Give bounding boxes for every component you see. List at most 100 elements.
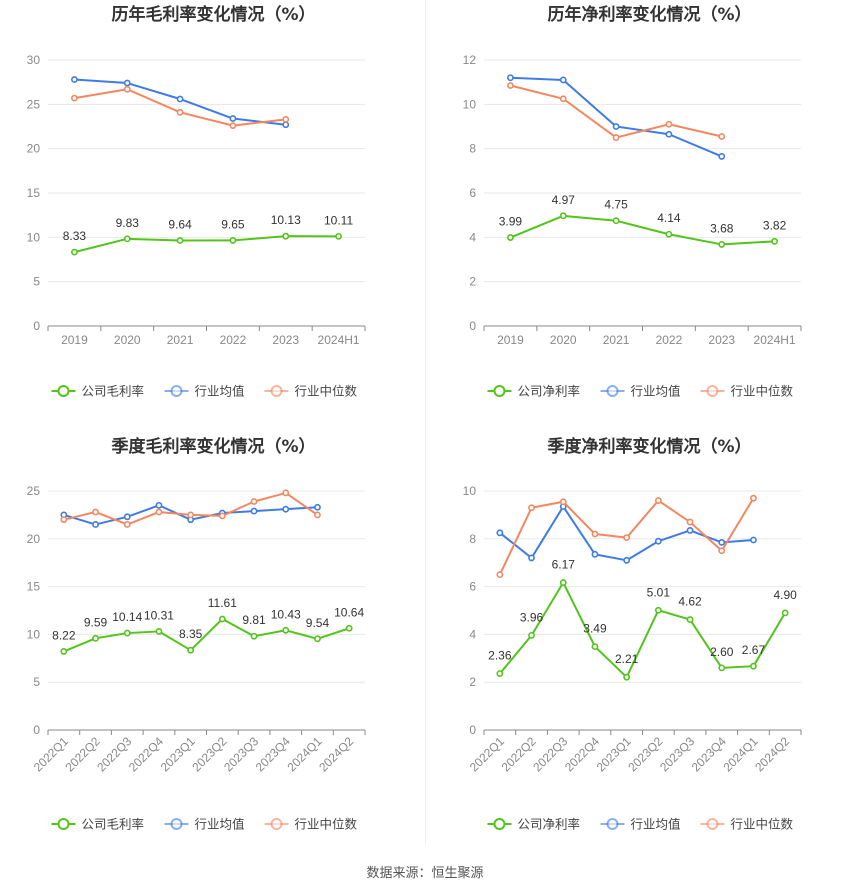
data-label: 5.01: [647, 585, 671, 599]
legend-label: 行业中位数: [295, 817, 358, 832]
company-point: [750, 662, 757, 670]
industry_avg-point: [654, 537, 662, 545]
data-label: 2.21: [615, 652, 639, 666]
company-point: [335, 232, 342, 240]
industry_avg-point: [229, 115, 237, 122]
legend-label: 行业均值: [195, 384, 245, 399]
company-point: [718, 664, 726, 672]
industry_median-point: [507, 82, 514, 89]
y-tick-label: 6: [469, 580, 476, 594]
legend-label: 公司净利率: [518, 817, 581, 832]
legend-item: 行业中位数: [700, 817, 794, 832]
company-point: [781, 609, 789, 617]
company-series-line: [74, 235, 339, 254]
industry_median-point: [686, 518, 694, 526]
x-tick-label: 2024H1: [318, 333, 360, 347]
x-tick-label: 2023: [272, 333, 299, 347]
industry_avg-point: [71, 76, 78, 83]
x-tick-label: 2021: [603, 333, 630, 347]
company-point: [686, 616, 694, 623]
y-tick-label: 15: [27, 580, 41, 594]
legend-marker: [170, 385, 183, 397]
industry_median-point: [123, 85, 131, 93]
legend-label: 公司毛利率: [82, 817, 145, 832]
x-tick-label: 2024Q2: [316, 734, 356, 774]
industry_avg-point: [750, 536, 757, 544]
industry_median-point: [250, 498, 258, 505]
industry_avg-point: [665, 130, 673, 138]
data-label: 4.90: [773, 588, 797, 602]
industry_median-point: [282, 489, 290, 497]
industry_avg-point: [718, 153, 726, 160]
legend-marker: [493, 818, 506, 830]
x-tick-label: 2022: [220, 333, 247, 347]
data-label: 8.33: [63, 229, 87, 243]
legend-label: 公司毛利率: [82, 384, 145, 399]
industry_avg-point: [92, 521, 99, 528]
data-label: 3.82: [763, 218, 787, 232]
y-tick-label: 10: [27, 230, 41, 244]
industry_avg-point: [314, 503, 321, 511]
company-point: [155, 628, 163, 635]
y-tick-label: 2: [469, 275, 476, 289]
data-label: 3.49: [583, 622, 607, 636]
industry_median-point: [92, 508, 99, 516]
industry_median-point: [155, 508, 163, 516]
data-label: 9.64: [168, 218, 192, 232]
industry_median-point: [750, 494, 757, 502]
industry_median-point: [314, 511, 321, 519]
legend-item: 行业中位数: [264, 817, 358, 832]
data-label: 10.43: [271, 607, 301, 621]
industry_median-point: [123, 521, 131, 528]
legend-marker: [270, 385, 283, 397]
y-tick-label: 5: [33, 675, 40, 689]
data-label: 4.62: [678, 595, 702, 609]
industry_median-point: [71, 94, 78, 102]
company-series-line: [510, 214, 775, 246]
industry_median-point: [176, 108, 184, 116]
y-tick-label: 2: [469, 675, 476, 689]
company-point: [123, 629, 131, 637]
y-tick-label: 0: [469, 319, 476, 333]
data-label: 10.31: [144, 608, 174, 622]
x-tick-label: 2020: [550, 333, 577, 347]
y-tick-label: 20: [27, 142, 41, 156]
industry_median-point: [229, 122, 237, 130]
company-point: [60, 648, 68, 655]
data-label: 10.64: [334, 605, 364, 619]
legend-marker: [170, 818, 183, 830]
data-label: 2.60: [710, 645, 734, 659]
industry_avg-point: [250, 507, 258, 515]
company-point: [559, 212, 567, 220]
industry_avg-point: [155, 501, 163, 509]
industry_median-point: [496, 571, 504, 579]
legend-label: 行业中位数: [295, 384, 358, 399]
industry_avg-series-line: [510, 76, 723, 158]
x-tick-label: 2020: [114, 333, 141, 347]
company-point: [250, 632, 258, 640]
y-tick-label: 8: [469, 532, 476, 546]
company-point: [718, 241, 726, 248]
legend-marker: [606, 818, 619, 830]
chart-title: 季度净利率变化情况（%）: [547, 436, 751, 457]
company-point: [187, 646, 195, 654]
data-label: 9.83: [116, 216, 140, 230]
x-tick-label: 2022: [656, 333, 683, 347]
legend-marker: [57, 385, 70, 397]
legend-marker: [270, 818, 283, 830]
quarterly-gross-margin-chart: 季度毛利率变化情况（%） 0 5 10 15 20 25 2022Q1 2022Q2 2022Q3…: [0, 428, 425, 853]
data-label: 8.35: [179, 627, 203, 641]
legend-marker: [493, 385, 506, 397]
industry_avg-series-line: [499, 505, 754, 562]
y-tick-label: 0: [469, 723, 476, 737]
panel-divider: [425, 0, 426, 845]
company-point: [665, 230, 673, 238]
industry_avg-point: [176, 95, 184, 103]
company-point: [218, 615, 226, 623]
industry_median-point: [718, 547, 726, 555]
data-label: 9.54: [306, 616, 330, 630]
data-label: 2.67: [742, 643, 766, 657]
company-point: [654, 606, 662, 614]
industry_median-point: [559, 498, 567, 506]
data-label: 10.13: [271, 213, 301, 227]
